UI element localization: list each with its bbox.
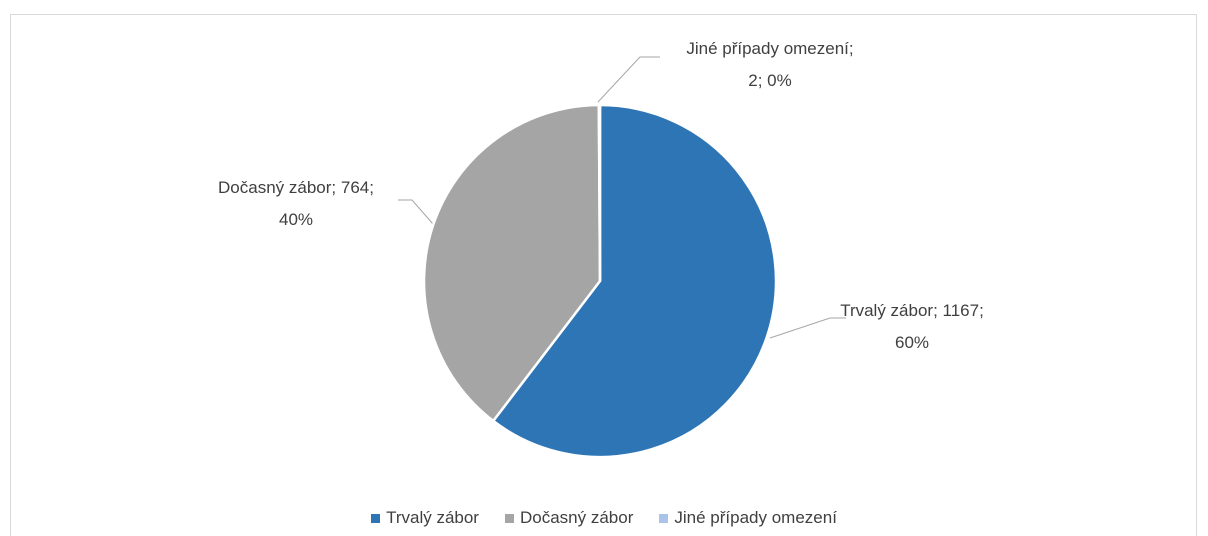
legend-swatch	[659, 513, 669, 523]
chart-frame	[10, 14, 1197, 536]
legend-item: Dočasný zábor	[504, 508, 634, 528]
legend-item: Jiné případy omezení	[659, 508, 837, 528]
data-label: Jiné případy omezení; 2; 0%	[686, 39, 854, 90]
legend-label: Trvalý zábor	[386, 508, 479, 527]
leader-line	[398, 199, 434, 225]
legend-item: Trvalý zábor	[371, 508, 479, 528]
pie-slice	[491, 103, 778, 459]
pie-slice	[597, 103, 602, 282]
legend-swatch	[504, 513, 514, 523]
leader-line	[769, 317, 846, 339]
data-label: Dočasný zábor; 764; 40%	[218, 178, 374, 229]
legend: Trvalý zábor Dočasný zábor Jiné případy om…	[0, 508, 1208, 528]
leader-line	[597, 56, 660, 103]
data-label: Trvalý zábor; 1167; 60%	[840, 301, 984, 352]
legend-label: Dočasný zábor	[519, 508, 634, 527]
pie-slice	[422, 103, 602, 423]
legend-swatch	[371, 513, 381, 523]
legend-label: Jiné případy omezení	[674, 508, 837, 527]
